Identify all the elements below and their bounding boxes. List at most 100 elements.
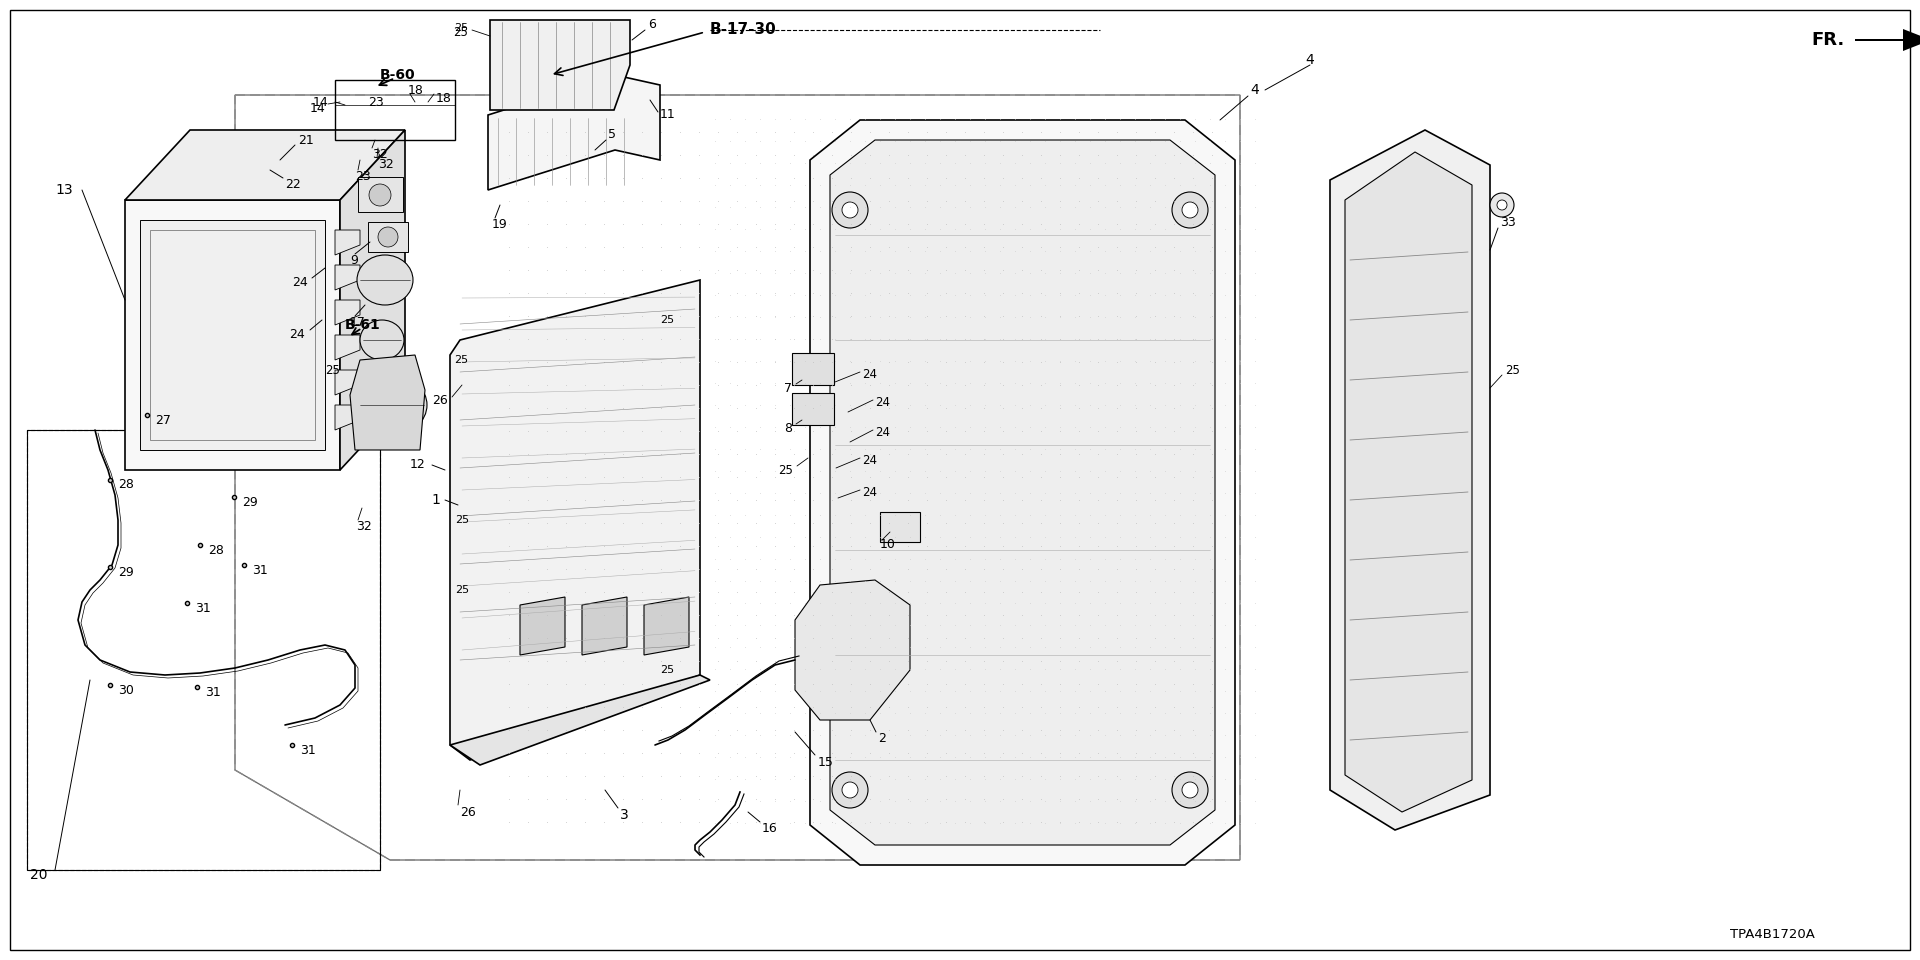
Polygon shape bbox=[334, 265, 361, 290]
Text: 25: 25 bbox=[660, 665, 674, 675]
Circle shape bbox=[843, 202, 858, 218]
Polygon shape bbox=[810, 120, 1235, 865]
Polygon shape bbox=[334, 335, 361, 360]
Circle shape bbox=[843, 782, 858, 798]
Text: 15: 15 bbox=[818, 756, 833, 769]
Text: 5: 5 bbox=[609, 129, 616, 141]
Text: 21: 21 bbox=[298, 133, 313, 147]
Polygon shape bbox=[582, 597, 628, 655]
Text: 32: 32 bbox=[378, 158, 394, 172]
Polygon shape bbox=[125, 200, 340, 470]
Bar bbox=[140, 220, 324, 450]
Circle shape bbox=[1498, 200, 1507, 210]
Text: 25: 25 bbox=[453, 26, 468, 38]
Polygon shape bbox=[340, 130, 405, 470]
Circle shape bbox=[1171, 772, 1208, 808]
Polygon shape bbox=[488, 75, 660, 190]
Text: 7: 7 bbox=[783, 381, 791, 395]
Text: 32: 32 bbox=[355, 520, 372, 534]
Text: 10: 10 bbox=[879, 539, 897, 551]
Text: 18: 18 bbox=[436, 91, 451, 105]
Text: 32: 32 bbox=[372, 149, 388, 161]
Bar bbox=[369, 222, 407, 252]
Polygon shape bbox=[795, 580, 910, 720]
Text: 23: 23 bbox=[369, 95, 384, 108]
Text: 25: 25 bbox=[1505, 364, 1521, 376]
Bar bbox=[150, 230, 315, 440]
Polygon shape bbox=[1331, 130, 1490, 830]
Text: 31: 31 bbox=[252, 564, 267, 577]
Text: FR.: FR. bbox=[1812, 31, 1845, 49]
Bar bbox=[357, 177, 403, 212]
Text: 22: 22 bbox=[284, 179, 301, 191]
Circle shape bbox=[378, 227, 397, 247]
Polygon shape bbox=[334, 370, 361, 395]
Text: 24: 24 bbox=[292, 276, 307, 289]
Text: 24: 24 bbox=[862, 368, 877, 380]
Text: 13: 13 bbox=[56, 183, 73, 197]
Text: 6: 6 bbox=[649, 18, 657, 32]
Circle shape bbox=[1183, 202, 1198, 218]
Text: 9: 9 bbox=[349, 253, 357, 267]
Text: TPA4B1720A: TPA4B1720A bbox=[1730, 928, 1814, 942]
Text: 19: 19 bbox=[492, 219, 507, 231]
Text: 24: 24 bbox=[862, 453, 877, 467]
Text: 27: 27 bbox=[156, 414, 171, 426]
Text: B-60: B-60 bbox=[380, 68, 415, 82]
Text: 1: 1 bbox=[432, 493, 440, 507]
Text: 29: 29 bbox=[242, 495, 257, 509]
Ellipse shape bbox=[357, 255, 413, 305]
Text: 28: 28 bbox=[117, 478, 134, 492]
Text: 31: 31 bbox=[205, 685, 221, 699]
Polygon shape bbox=[334, 230, 361, 255]
Text: 25: 25 bbox=[455, 515, 468, 525]
Circle shape bbox=[1171, 192, 1208, 228]
Text: 26: 26 bbox=[461, 805, 476, 819]
Text: 24: 24 bbox=[290, 328, 305, 342]
Polygon shape bbox=[1346, 152, 1473, 812]
Polygon shape bbox=[490, 20, 630, 110]
Text: 16: 16 bbox=[762, 822, 778, 834]
Polygon shape bbox=[520, 597, 564, 655]
Polygon shape bbox=[643, 597, 689, 655]
Text: 26: 26 bbox=[432, 394, 447, 406]
Text: 25: 25 bbox=[324, 364, 340, 376]
Polygon shape bbox=[125, 130, 405, 200]
Text: 14: 14 bbox=[313, 95, 328, 108]
Ellipse shape bbox=[357, 375, 426, 435]
Text: 4: 4 bbox=[1250, 83, 1260, 97]
Text: 31: 31 bbox=[196, 602, 211, 614]
Text: 24: 24 bbox=[876, 425, 891, 439]
Circle shape bbox=[369, 184, 392, 206]
Text: 29: 29 bbox=[117, 565, 134, 579]
Circle shape bbox=[831, 772, 868, 808]
Text: B-17-30: B-17-30 bbox=[710, 22, 778, 37]
Text: 25: 25 bbox=[778, 464, 793, 476]
Polygon shape bbox=[449, 675, 710, 765]
Bar bbox=[879, 512, 920, 542]
Text: 23: 23 bbox=[355, 171, 371, 183]
Text: 14: 14 bbox=[309, 102, 324, 114]
Bar bbox=[791, 353, 833, 385]
Circle shape bbox=[831, 192, 868, 228]
FancyArrow shape bbox=[1855, 29, 1920, 51]
Text: 20: 20 bbox=[31, 868, 48, 882]
Text: 31: 31 bbox=[300, 743, 315, 756]
Polygon shape bbox=[829, 140, 1215, 845]
Polygon shape bbox=[334, 300, 361, 325]
Text: 12: 12 bbox=[409, 459, 424, 471]
Ellipse shape bbox=[361, 320, 403, 360]
Text: 8: 8 bbox=[783, 421, 791, 435]
Text: 25: 25 bbox=[660, 315, 674, 325]
Circle shape bbox=[1183, 782, 1198, 798]
Text: 25: 25 bbox=[455, 585, 468, 595]
Polygon shape bbox=[449, 280, 701, 760]
Bar bbox=[791, 393, 833, 425]
Polygon shape bbox=[349, 355, 424, 450]
Text: 17: 17 bbox=[349, 316, 367, 328]
Text: B-61: B-61 bbox=[346, 318, 380, 332]
Text: 18: 18 bbox=[407, 84, 424, 97]
Text: 3: 3 bbox=[620, 808, 628, 822]
Text: 2: 2 bbox=[877, 732, 885, 745]
Text: 4: 4 bbox=[1306, 53, 1313, 67]
